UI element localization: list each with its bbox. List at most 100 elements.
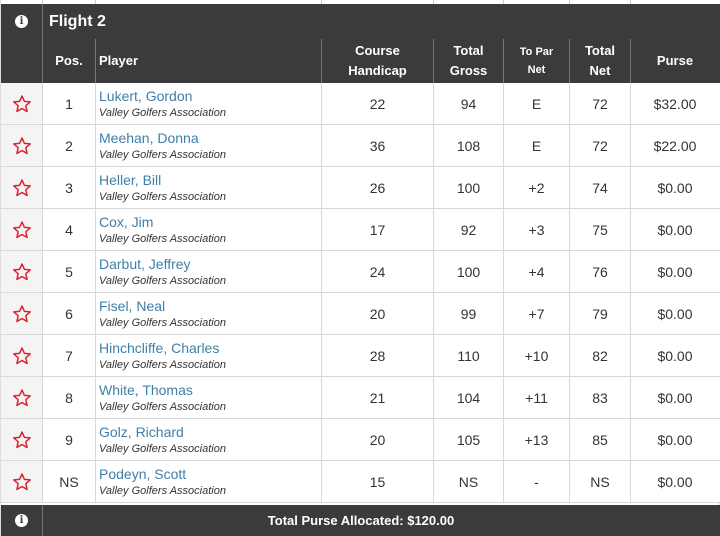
favorite-button[interactable] <box>1 335 43 376</box>
player-name-link[interactable]: Cox, Jim <box>99 213 154 230</box>
star-icon <box>12 94 31 112</box>
to-par-net-cell: +3 <box>504 209 570 250</box>
header-course-handicap[interactable]: Course Handicap <box>322 39 434 83</box>
total-net-cell: 76 <box>570 251 631 292</box>
table-row: 2 Meehan, Donna Valley Golfers Association… <box>1 125 720 167</box>
purse-cell: $0.00 <box>657 305 693 322</box>
header-to-par-net[interactable]: To Par Net <box>504 39 570 83</box>
course-handicap-cell: 21 <box>322 377 434 418</box>
flight-title-bar: i Flight 2 <box>1 4 720 39</box>
player-name-link[interactable]: Fisel, Neal <box>99 297 166 314</box>
player-cell: White, Thomas Valley Golfers Association <box>96 377 322 418</box>
course-handicap-cell: 28 <box>322 335 434 376</box>
player-cell: Hinchcliffe, Charles Valley Golfers Assoc… <box>96 335 322 376</box>
course-handicap-cell: 15 <box>322 461 434 502</box>
header-purse[interactable]: Purse <box>656 53 694 68</box>
table-row: 3 Heller, Bill Valley Golfers Association 2… <box>1 167 720 209</box>
favorite-button[interactable] <box>1 377 43 418</box>
total-gross-cell: 110 <box>434 335 504 376</box>
favorite-button[interactable] <box>1 419 43 460</box>
header-pos[interactable]: Pos. <box>43 39 96 83</box>
player-cell: Meehan, Donna Valley Golfers Association <box>96 125 322 166</box>
player-association: Valley Golfers Association <box>99 484 226 497</box>
total-purse-allocated: Total Purse Allocated: $120.00 <box>267 513 455 528</box>
position-cell: 6 <box>43 293 96 334</box>
favorite-button[interactable] <box>1 461 43 502</box>
top-edge <box>1 0 720 4</box>
purse-cell: $0.00 <box>657 263 693 280</box>
total-gross-cell: 104 <box>434 377 504 418</box>
player-name-link[interactable]: Lukert, Gordon <box>99 87 193 104</box>
player-name-link[interactable]: Darbut, Jeffrey <box>99 255 191 272</box>
purse-cell: $0.00 <box>657 347 693 364</box>
player-name-link[interactable]: Golz, Richard <box>99 423 184 440</box>
header-total-net[interactable]: Total Net <box>570 39 631 83</box>
position-cell: 3 <box>43 167 96 208</box>
course-handicap-cell: 20 <box>322 419 434 460</box>
purse-cell: $0.00 <box>657 179 693 196</box>
total-net-cell: 74 <box>570 167 631 208</box>
star-icon <box>12 346 31 364</box>
purse-cell: $32.00 <box>653 95 697 112</box>
star-icon <box>12 430 31 448</box>
to-par-net-cell: +7 <box>504 293 570 334</box>
player-association: Valley Golfers Association <box>99 274 226 287</box>
info-button[interactable]: i <box>1 4 43 39</box>
header-total-gross[interactable]: Total Gross <box>434 39 504 83</box>
favorite-button[interactable] <box>1 251 43 292</box>
player-cell: Darbut, Jeffrey Valley Golfers Associatio… <box>96 251 322 292</box>
player-name-link[interactable]: Heller, Bill <box>99 171 162 188</box>
to-par-net-cell: +13 <box>504 419 570 460</box>
total-net-cell: 72 <box>570 125 631 166</box>
player-name-link[interactable]: Hinchcliffe, Charles <box>99 339 220 356</box>
total-gross-cell: NS <box>434 461 504 502</box>
position-cell: 4 <box>43 209 96 250</box>
player-cell: Golz, Richard Valley Golfers Association <box>96 419 322 460</box>
header-player[interactable]: Player <box>96 39 322 83</box>
total-gross-cell: 108 <box>434 125 504 166</box>
position-cell: NS <box>43 461 96 502</box>
table-row: 1 Lukert, Gordon Valley Golfers Associatio… <box>1 83 720 125</box>
footer-info-button[interactable]: i <box>1 505 43 536</box>
player-association: Valley Golfers Association <box>99 358 226 371</box>
player-association: Valley Golfers Association <box>99 232 226 245</box>
player-cell: Fisel, Neal Valley Golfers Association <box>96 293 322 334</box>
position-cell: 5 <box>43 251 96 292</box>
to-par-net-cell: +4 <box>504 251 570 292</box>
purse-cell: $0.00 <box>657 473 693 490</box>
favorite-button[interactable] <box>1 167 43 208</box>
player-cell: Heller, Bill Valley Golfers Association <box>96 167 322 208</box>
position-cell: 1 <box>43 83 96 124</box>
player-name-link[interactable]: Meehan, Donna <box>99 129 199 146</box>
star-icon <box>12 472 31 490</box>
position-cell: 7 <box>43 335 96 376</box>
to-par-net-cell: +10 <box>504 335 570 376</box>
course-handicap-cell: 20 <box>322 293 434 334</box>
star-icon <box>12 262 31 280</box>
player-association: Valley Golfers Association <box>99 316 226 329</box>
to-par-net-cell: E <box>504 83 570 124</box>
table-header: Pos. Player Course Handicap Total Gross To… <box>1 39 720 83</box>
table-row: 6 Fisel, Neal Valley Golfers Association 20… <box>1 293 720 335</box>
player-association: Valley Golfers Association <box>99 400 226 413</box>
player-name-link[interactable]: Podeyn, Scott <box>99 465 187 482</box>
player-cell: Podeyn, Scott Valley Golfers Association <box>96 461 322 502</box>
to-par-net-cell: E <box>504 125 570 166</box>
favorite-button[interactable] <box>1 209 43 250</box>
total-net-cell: 75 <box>570 209 631 250</box>
flight-title: Flight 2 <box>49 12 106 30</box>
star-icon <box>12 178 31 196</box>
player-name-link[interactable]: White, Thomas <box>99 381 193 398</box>
purse-cell: $0.00 <box>657 221 693 238</box>
header-favorite <box>1 39 43 83</box>
player-cell: Lukert, Gordon Valley Golfers Association <box>96 83 322 124</box>
favorite-button[interactable] <box>1 293 43 334</box>
table-row: 5 Darbut, Jeffrey Valley Golfers Associati… <box>1 251 720 293</box>
favorite-button[interactable] <box>1 125 43 166</box>
course-handicap-cell: 24 <box>322 251 434 292</box>
player-association: Valley Golfers Association <box>99 442 226 455</box>
total-gross-cell: 99 <box>434 293 504 334</box>
favorite-button[interactable] <box>1 83 43 124</box>
course-handicap-cell: 17 <box>322 209 434 250</box>
course-handicap-cell: 22 <box>322 83 434 124</box>
